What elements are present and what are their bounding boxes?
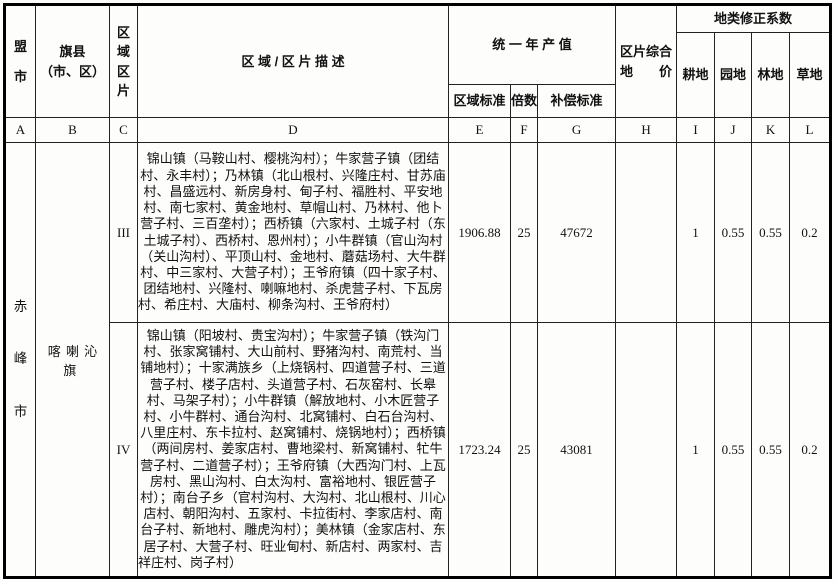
column-letter-a: A — [4, 117, 36, 143]
column-letter-j: J — [714, 117, 753, 143]
zone-iii-compensation: 47672 — [536, 142, 617, 323]
land-compensation-table: 盟市 旗县 （市、区） 区域区片 区 域 / 区 片 描 述 统 一 年 产 值… — [3, 3, 833, 579]
header-unified-annual-output: 统 一 年 产 值 — [447, 4, 617, 85]
league-city-value: 赤峰市 — [13, 298, 28, 419]
banner-county-value: 喀喇沁旗 — [35, 142, 110, 578]
zone-iv-compensation: 43081 — [536, 322, 617, 578]
header-zone-price-line2: 地 价 — [620, 63, 673, 79]
column-letter-c: C — [109, 117, 138, 143]
header-description: 区 域 / 区 片 描 述 — [137, 4, 449, 118]
header-zone-comprehensive-price: 区片综合 地 价 — [615, 4, 678, 118]
column-letter-g: G — [536, 117, 617, 143]
header-correction-coefficients: 地类修正系数 — [676, 4, 832, 33]
zone-iv-multiple: 25 — [510, 322, 538, 578]
header-zone-price-line1: 区片综合 — [620, 44, 673, 59]
zone-id-iv: IV — [109, 322, 138, 578]
header-multiple: 倍数 — [510, 84, 538, 118]
header-league-city-label: 盟市 — [13, 38, 27, 84]
header-compensation-standard: 补偿标准 — [536, 84, 617, 118]
column-letter-f: F — [510, 117, 538, 143]
header-garden-land: 园地 — [714, 32, 753, 118]
header-banner-county: 旗县 （市、区） — [35, 4, 110, 118]
header-region-standard: 区域标准 — [448, 84, 511, 118]
header-zone-section-label: 区域区片 — [116, 24, 130, 99]
header-banner-county-line2: （市、区） — [39, 63, 105, 79]
header-cultivated-land: 耕地 — [676, 32, 716, 118]
table-row-zone-iv: IV 锦山镇（阳坡村、贵宝沟村）；牛家营子镇（铁沟门村、张家窝铺村、大山前村、野… — [5, 322, 832, 578]
header-zone-section: 区域区片 — [109, 4, 138, 118]
zone-iv-garden-coef: 0.55 — [714, 322, 753, 578]
header-forest-land: 林地 — [751, 32, 791, 118]
zone-id-iii: III — [109, 142, 138, 323]
zone-iii-multiple: 25 — [510, 142, 538, 323]
zone-iv-description: 锦山镇（阳坡村、贵宝沟村）；牛家营子镇（铁沟门村、张家窝铺村、大山前村、野猪沟村… — [137, 322, 449, 578]
header-banner-county-line1: 旗县 — [59, 44, 86, 59]
zone-iii-zone-price — [615, 142, 678, 323]
table-row-zone-iii: 赤峰市 喀喇沁旗 III 锦山镇（马鞍山村、樱桃沟村）；牛家营子镇（团结村、永丰… — [4, 142, 832, 578]
zone-iv-region-standard: 1723.24 — [448, 322, 511, 578]
zone-iii-grass-coef: 0.2 — [789, 142, 832, 323]
column-letter-l: L — [789, 117, 832, 143]
zone-iii-garden-coef: 0.55 — [714, 142, 753, 323]
column-letter-d: D — [137, 117, 449, 143]
zone-iv-grass-coef: 0.2 — [789, 322, 832, 578]
zone-iii-forest-coef: 0.55 — [751, 142, 791, 323]
column-letter-h: H — [615, 117, 678, 143]
header-grass-land: 草地 — [789, 32, 832, 118]
zone-iii-description: 锦山镇（马鞍山村、樱桃沟村）；牛家营子镇（团结村、永丰村）；乃林镇（北山根村、兴… — [137, 142, 449, 323]
column-letter-b: B — [35, 117, 110, 143]
league-city-cell: 赤峰市 — [4, 142, 36, 578]
column-letter-e: E — [448, 117, 511, 143]
zone-iii-region-standard: 1906.88 — [448, 142, 511, 323]
header-league-city: 盟市 — [4, 4, 36, 118]
zone-iii-cultivated-coef: 1 — [676, 142, 716, 323]
zone-iv-forest-coef: 0.55 — [751, 322, 791, 578]
zone-iv-zone-price — [615, 322, 678, 578]
column-letter-i: I — [676, 117, 716, 143]
zone-iv-cultivated-coef: 1 — [676, 322, 716, 578]
column-letter-k: K — [751, 117, 791, 143]
